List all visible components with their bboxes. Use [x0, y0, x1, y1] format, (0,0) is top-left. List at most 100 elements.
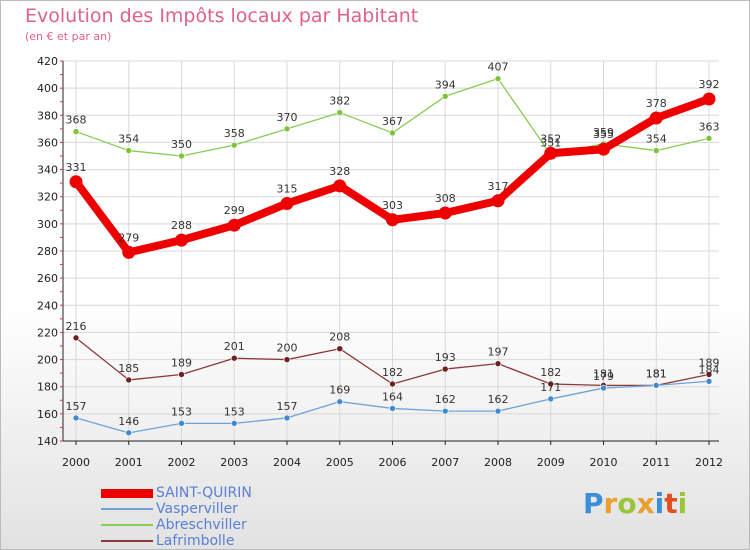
data-label: 197: [488, 346, 509, 359]
brand-letter: i: [654, 487, 665, 520]
data-point: [230, 354, 238, 362]
y-tick-label: 180: [37, 381, 58, 394]
data-point: [491, 194, 505, 208]
data-label: 193: [435, 351, 456, 364]
data-point: [230, 420, 238, 427]
data-label: 394: [435, 78, 456, 91]
x-tick-label: 2010: [590, 456, 618, 469]
data-label: 351: [540, 137, 561, 150]
data-label: 179: [593, 370, 614, 383]
data-point: [389, 405, 396, 412]
data-point: [125, 147, 133, 154]
legend-item: Vasperviller: [101, 501, 252, 517]
data-point: [283, 125, 291, 133]
brand-letter: i: [677, 487, 688, 520]
brand-letter: t: [664, 487, 678, 520]
data-point: [336, 109, 344, 116]
data-point: [122, 245, 136, 259]
y-tick-label: 260: [37, 272, 58, 285]
x-tick-label: 2012: [695, 456, 723, 469]
data-label: 171: [540, 381, 561, 394]
y-tick-label: 220: [37, 326, 58, 339]
x-tick-label: 2008: [484, 456, 512, 469]
data-label: 201: [224, 340, 245, 353]
data-point: [597, 142, 610, 156]
data-point: [175, 233, 188, 247]
data-label: 208: [329, 331, 350, 344]
x-tick-label: 2003: [220, 456, 248, 469]
data-label: 382: [329, 95, 350, 108]
data-label: 392: [699, 78, 720, 91]
data-point: [702, 92, 716, 106]
y-tick-label: 200: [37, 354, 58, 367]
data-label: 153: [171, 405, 192, 418]
data-point: [178, 371, 185, 378]
data-point: [494, 360, 502, 367]
data-point: [649, 111, 663, 125]
x-tick-label: 2002: [168, 456, 196, 469]
y-tick-label: 320: [37, 191, 58, 204]
data-label: 367: [382, 115, 403, 128]
brand-letter: o: [617, 487, 637, 520]
data-point: [336, 398, 344, 405]
data-point: [494, 75, 502, 82]
legend-item: Abreschviller: [101, 517, 252, 533]
legend-swatch: [101, 540, 153, 542]
x-tick-label: 2006: [379, 456, 407, 469]
y-tick-label: 280: [37, 245, 58, 258]
data-point: [441, 92, 449, 100]
y-tick-label: 240: [37, 299, 58, 312]
data-label: 216: [66, 320, 87, 333]
x-tick-label: 2007: [431, 456, 459, 469]
x-tick-label: 2000: [62, 456, 90, 469]
data-point: [227, 218, 241, 232]
data-label: 279: [118, 231, 139, 244]
data-label: 407: [488, 61, 509, 74]
legend-swatch: [101, 488, 153, 498]
data-label: 299: [224, 204, 245, 217]
legend-label: Abreschviller: [156, 517, 247, 533]
data-point: [336, 345, 344, 353]
data-label: 181: [593, 367, 614, 380]
data-label: 352: [540, 132, 561, 145]
data-point: [438, 206, 452, 220]
y-tick-label: 140: [37, 435, 58, 448]
data-point: [389, 129, 396, 137]
data-label: 157: [277, 400, 298, 413]
data-label: 182: [540, 366, 561, 379]
data-label: 182: [382, 366, 403, 379]
data-point: [441, 365, 449, 373]
data-point: [333, 179, 347, 193]
data-point: [72, 334, 80, 342]
x-tick-label: 2001: [115, 456, 143, 469]
data-point: [652, 382, 660, 389]
data-point: [125, 376, 133, 384]
data-label: 368: [66, 114, 87, 127]
data-label: 181: [646, 367, 667, 380]
data-label: 350: [171, 138, 192, 151]
data-point: [600, 384, 607, 392]
data-label: 331: [66, 161, 87, 174]
data-label: 354: [118, 133, 139, 146]
data-label: 378: [646, 97, 667, 110]
brand-letter: r: [603, 487, 618, 520]
legend-label: Vasperviller: [156, 501, 238, 517]
data-label: 181: [646, 367, 667, 380]
data-label: 315: [277, 183, 298, 196]
data-point: [125, 429, 133, 437]
data-label: 303: [382, 199, 403, 212]
data-point: [389, 380, 396, 388]
data-point: [386, 213, 399, 227]
data-point: [72, 128, 80, 135]
legend-swatch: [101, 508, 153, 510]
data-point: [547, 395, 555, 403]
data-label: 328: [329, 165, 350, 178]
data-point: [280, 197, 294, 210]
data-label: 370: [277, 111, 298, 124]
y-tick-label: 380: [37, 109, 58, 122]
data-point: [705, 371, 713, 378]
x-tick-label: 2004: [273, 456, 301, 469]
data-point: [494, 407, 502, 415]
